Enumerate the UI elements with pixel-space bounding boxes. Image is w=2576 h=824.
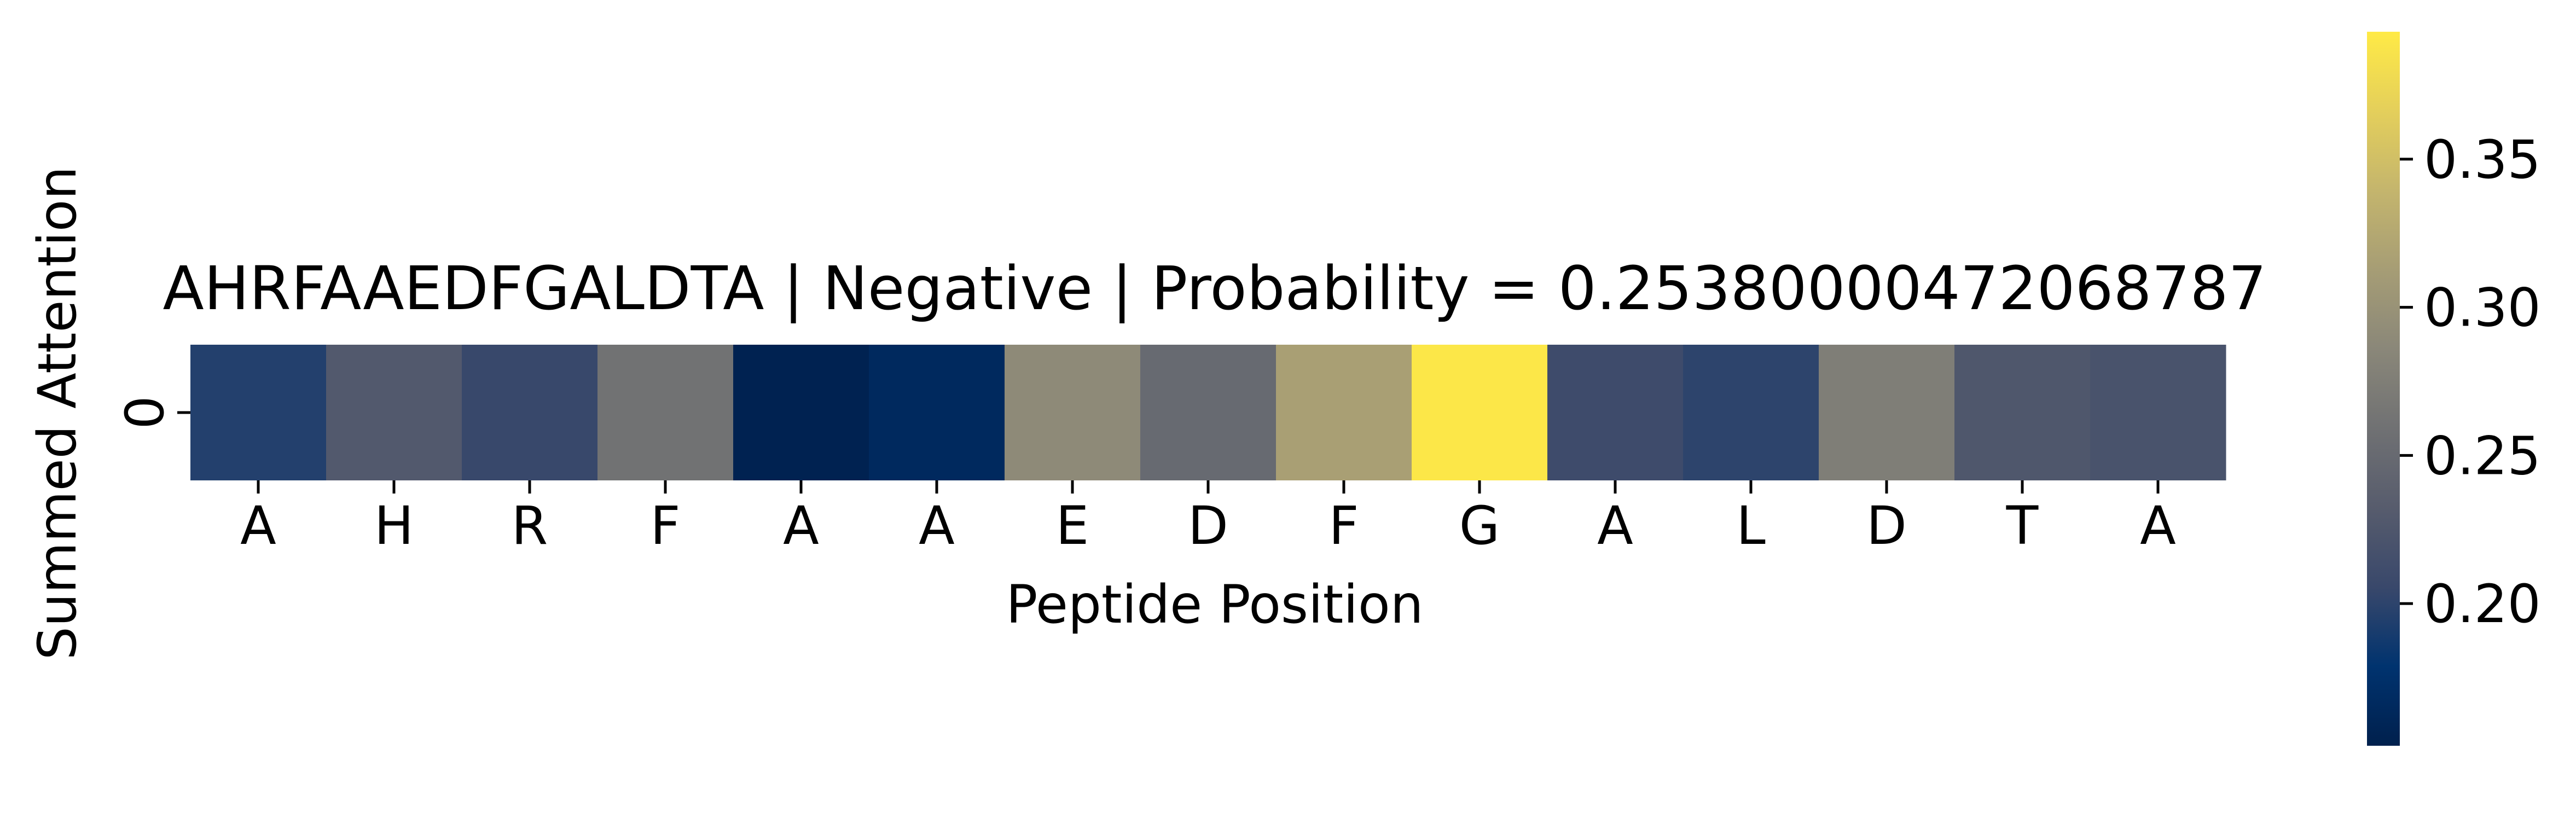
heatmap-cell	[869, 345, 1005, 480]
x-tick-label: A	[2140, 495, 2176, 556]
colorbar-ticks: 0.20 0.25 0.30 0.35	[2400, 129, 2541, 635]
y-axis-label: Summed Attention	[27, 166, 88, 660]
heatmap-cell	[1005, 345, 1141, 480]
x-tick-label: A	[240, 495, 276, 556]
heatmap-cell	[597, 345, 734, 480]
x-tick-label: R	[512, 495, 548, 556]
colorbar-tick-label: 0.20	[2424, 573, 2541, 635]
x-axis-label: Peptide Position	[1006, 574, 1423, 635]
x-tick-label: H	[374, 495, 414, 556]
x-tick-label: F	[1328, 495, 1359, 556]
heatmap-cell	[2090, 345, 2226, 480]
heatmap-cell	[462, 345, 598, 480]
chart-title: AHRFAAEDFGALDTA | Negative | Probability…	[163, 253, 2267, 324]
x-tick-label: L	[1736, 495, 1765, 556]
y-tick-label: 0	[114, 396, 176, 429]
heatmap-cell	[1954, 345, 2091, 480]
colorbar-tick-label: 0.30	[2424, 277, 2541, 339]
heatmap-cell	[1276, 345, 1412, 480]
x-tick-label: D	[1866, 495, 1907, 556]
heatmap-cell	[1140, 345, 1277, 480]
x-tick-label: D	[1188, 495, 1228, 556]
heatmap-cell	[1412, 345, 1548, 480]
colorbar: 0.20 0.25 0.30 0.35	[2367, 32, 2541, 746]
colorbar-tick-label: 0.35	[2424, 129, 2541, 190]
x-tick-label: F	[650, 495, 680, 556]
colorbar-gradient-bar	[2367, 32, 2400, 746]
x-tick-label: A	[919, 495, 955, 556]
colorbar-tick-label: 0.25	[2424, 425, 2541, 486]
heatmap-cell	[1547, 345, 1684, 480]
heatmap-cells	[190, 345, 2226, 480]
x-tick-label: G	[1459, 495, 1500, 556]
heatmap-cell	[1819, 345, 1955, 480]
x-tick-label: A	[783, 495, 819, 556]
heatmap-cell	[733, 345, 869, 480]
x-tick-label: A	[1597, 495, 1633, 556]
heatmap-cell	[190, 345, 327, 480]
x-tick-label: E	[1056, 495, 1089, 556]
x-tick-label: T	[2006, 495, 2039, 556]
y-axis-ticks: 0	[114, 396, 190, 430]
heatmap-cell	[326, 345, 462, 480]
heatmap-cell	[1683, 345, 1819, 480]
